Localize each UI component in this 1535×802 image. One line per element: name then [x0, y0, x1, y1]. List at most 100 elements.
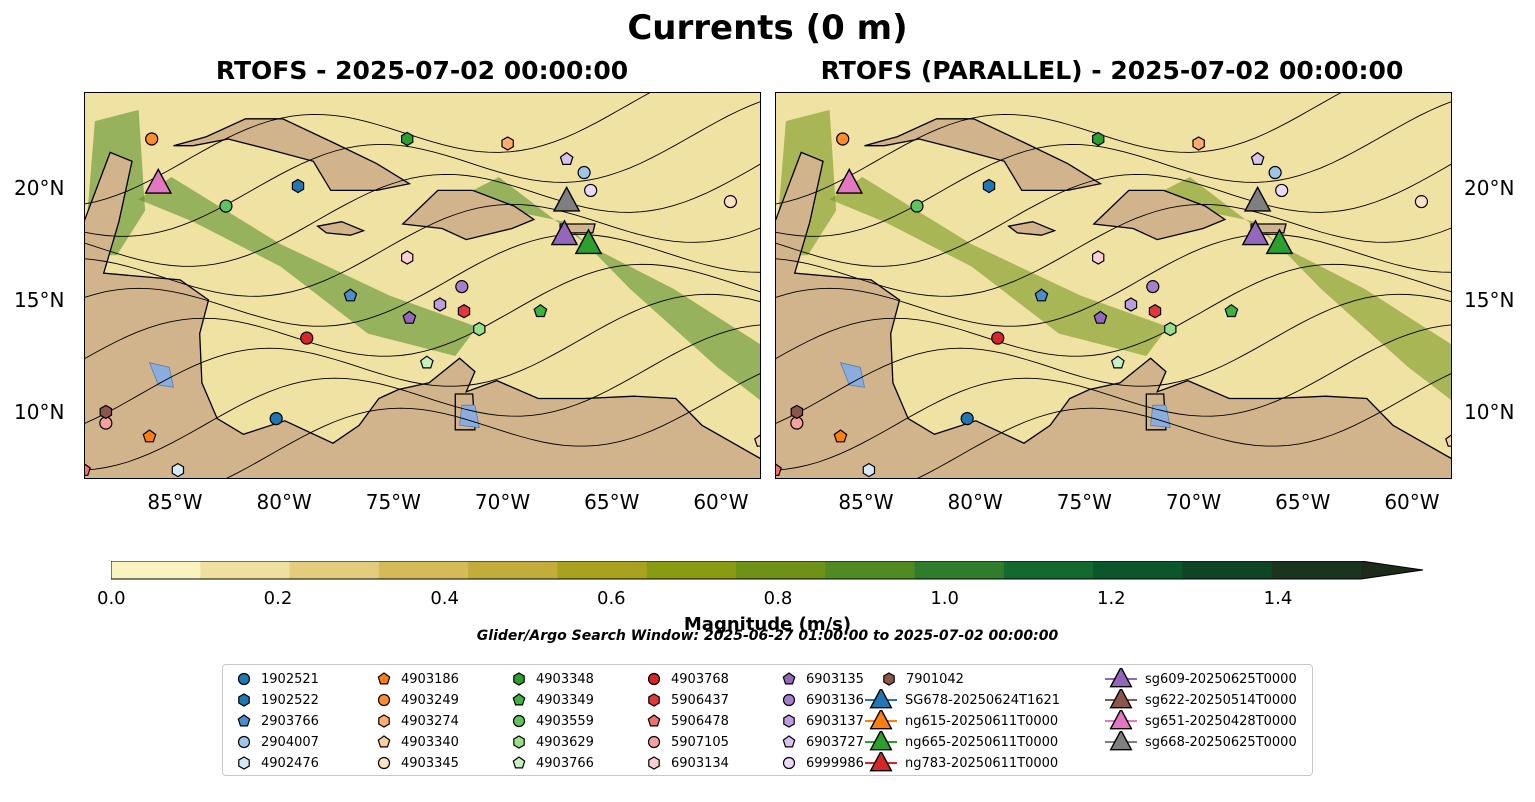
legend-label: 5906478: [671, 713, 729, 729]
colorbar-tick-label: 1.4: [1263, 588, 1293, 609]
legend-symbol: [1109, 689, 1133, 709]
colorbar-outline: [111, 561, 1424, 580]
legend-symbol: [869, 752, 893, 772]
colorbar-bin: [1271, 561, 1362, 579]
land-jamaica: [316, 221, 366, 236]
land-central-america: [775, 151, 1452, 479]
legend-label: 6903135: [806, 671, 864, 687]
legend-label: 4903340: [401, 734, 459, 750]
legend-marker-pentagon: [782, 672, 796, 685]
legend-item: SG678-20250624T1621: [863, 689, 1061, 710]
legend-item: 5906437: [643, 690, 729, 710]
obs-marker-4903249: [145, 132, 159, 146]
legend-symbol: [782, 756, 796, 770]
x-tick-label: 85°W: [147, 490, 203, 514]
obs-marker-6999986: [584, 183, 598, 198]
legend-marker-pentagon: [512, 756, 526, 769]
legend-label: 4903348: [536, 671, 594, 687]
obs-marker-4903348: [401, 131, 414, 147]
legend-label: 1902521: [261, 671, 319, 687]
legend-label: 1902522: [261, 692, 319, 708]
legend-item: sg609-20250625T0000: [1103, 668, 1297, 689]
legend-marker-circle: [377, 693, 391, 707]
obs-marker-7901042: [790, 404, 804, 420]
colorbar-tick-label: 0.4: [430, 588, 459, 609]
obs-marker-4903348: [1092, 131, 1105, 147]
legend-marker-circle: [377, 756, 391, 770]
legend-symbol: [238, 693, 250, 707]
obs-marker-4903345: [723, 195, 738, 209]
legend-symbol: [377, 756, 391, 770]
land-jamaica: [1007, 221, 1057, 236]
obs-marker-4903340: [1445, 433, 1452, 447]
legend-symbol: [1109, 731, 1133, 751]
colorbar-bin: [646, 561, 737, 579]
legend-item: 4903348: [508, 669, 594, 689]
legend-item: 1902522: [233, 690, 319, 710]
legend-marker-hexagon: [883, 672, 895, 686]
legend-item: sg622-20250514T0000: [1103, 689, 1297, 710]
legend-marker-triangle: [865, 710, 897, 730]
legend-label: 4903274: [401, 713, 459, 729]
legend-label: 7901042: [906, 671, 964, 687]
legend-marker-triangle: [1105, 689, 1137, 709]
legend-item: 6903137: [778, 711, 864, 731]
streamline: [775, 324, 1452, 471]
x-tick-label: 65°W: [584, 490, 640, 514]
land-hispaniola: [401, 189, 536, 241]
obs-marker-4902476: [171, 462, 185, 478]
legend-symbol: [512, 714, 526, 728]
legend-label: 6903137: [806, 713, 864, 729]
legend-label: 4903186: [401, 671, 459, 687]
streamline: [84, 163, 761, 267]
y-tick-label-right: 10°N: [1464, 399, 1515, 424]
obs-marker-4903768: [300, 331, 314, 345]
colorbar-tick-label: 0.6: [597, 588, 626, 609]
streamline: [84, 233, 761, 327]
legend-symbol: [782, 693, 796, 707]
legend-symbol: [512, 693, 526, 706]
legend-label: 6903136: [806, 692, 864, 708]
x-tick-label: 70°W: [474, 490, 531, 514]
obs-marker-6903134: [1092, 250, 1105, 265]
legend-item: 4903766: [508, 753, 594, 773]
colorbar-label: Magnitude (m/s): [683, 614, 852, 635]
search-window-note: Glider/Argo Search Window: 2025-06-27 01…: [476, 628, 1059, 644]
legend-symbol: [378, 714, 390, 728]
legend-item: 6999986: [778, 753, 864, 773]
legend-marker-pentagon: [377, 735, 391, 748]
legend-item: 6903727: [778, 732, 864, 752]
legend-marker-hexagon: [513, 735, 525, 749]
obs-marker-4903559: [910, 199, 924, 213]
obs-marker-1902522: [291, 178, 305, 194]
colorbar-bin: [1182, 561, 1273, 579]
legend-symbol: [782, 672, 796, 685]
obs-marker-6903137: [1124, 297, 1138, 312]
legend-marker-hexagon: [648, 693, 660, 707]
obs-marker-4903340: [754, 433, 761, 447]
colorbar-bin: [1093, 561, 1183, 579]
legend-item: 4903345: [373, 753, 459, 773]
colorbar-bin: [825, 561, 916, 579]
legend-marker-triangle: [865, 689, 897, 709]
obs-marker-4903766: [1110, 355, 1125, 369]
streamline: [84, 92, 653, 205]
streamline: [84, 100, 761, 237]
legend-symbol: [237, 735, 251, 749]
colorbar-bin: [557, 561, 648, 579]
legend-marker-hexagon: [648, 756, 660, 770]
legend-item: 4903768: [643, 669, 729, 689]
legend-marker-hexagon: [783, 714, 795, 728]
legend-symbol: [647, 714, 661, 727]
legend-symbol: [377, 735, 391, 748]
legend-symbol: [783, 714, 795, 728]
legend-label: ng783-20250611T0000: [905, 755, 1059, 771]
map-svg-left: [84, 92, 761, 479]
legend-item: 4903274: [373, 711, 459, 731]
legend-marker-circle: [647, 672, 661, 686]
legend-label: SG678-20250624T1621: [905, 692, 1061, 708]
legend-item: 6903136: [778, 690, 864, 710]
legend-marker-pentagon: [377, 672, 391, 685]
legend-label: 4903345: [401, 755, 459, 771]
obs-marker-5906478: [84, 462, 91, 476]
